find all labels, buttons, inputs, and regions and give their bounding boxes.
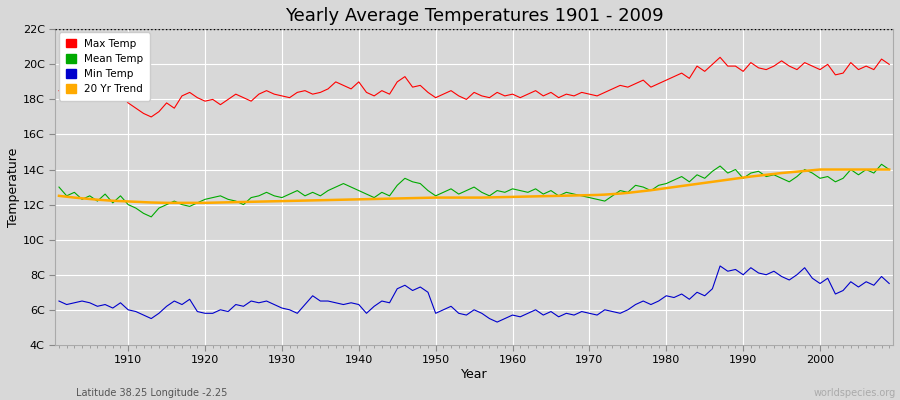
Legend: Max Temp, Mean Temp, Min Temp, 20 Yr Trend: Max Temp, Mean Temp, Min Temp, 20 Yr Tre… [59,32,149,100]
X-axis label: Year: Year [461,368,488,381]
Y-axis label: Temperature: Temperature [7,147,20,227]
Text: Latitude 38.25 Longitude -2.25: Latitude 38.25 Longitude -2.25 [76,388,228,398]
Title: Yearly Average Temperatures 1901 - 2009: Yearly Average Temperatures 1901 - 2009 [284,7,663,25]
Text: worldspecies.org: worldspecies.org [814,388,896,398]
